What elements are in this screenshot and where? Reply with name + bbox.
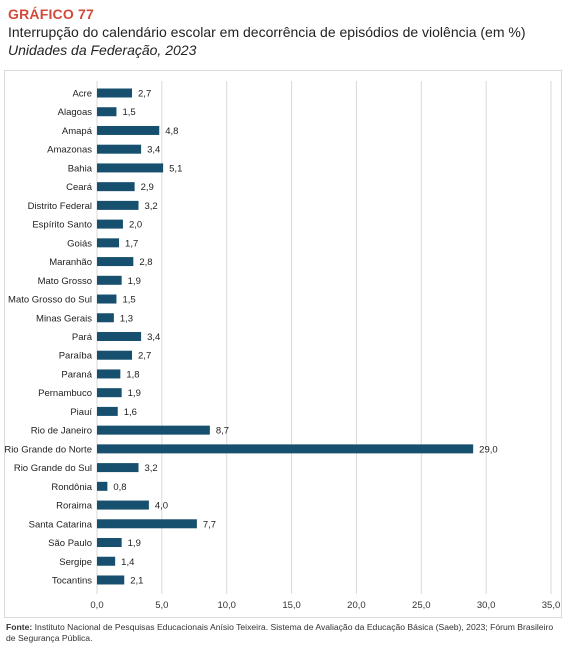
chart-subtitle: Unidades da Federação, 2023	[8, 42, 197, 58]
category-label: Santa Catarina	[29, 519, 93, 530]
bar	[97, 257, 134, 267]
category-label: Amazonas	[47, 145, 92, 156]
category-label: Alagoas	[58, 107, 93, 118]
category-label: Amapá	[62, 126, 93, 137]
category-label: Paraná	[61, 369, 92, 380]
data-label: 1,3	[120, 313, 133, 324]
data-label: 7,7	[203, 519, 216, 530]
source-prefix: Fonte:	[6, 622, 33, 632]
bar	[97, 538, 122, 548]
data-label: 4,0	[155, 501, 168, 512]
category-label: Espírito Santo	[32, 220, 92, 231]
bar	[97, 519, 197, 529]
category-label: Maranhão	[49, 257, 92, 268]
bar-chart: 0,0 5,0 10,0 15,0 20,0 25,0 30,0 35,0 Acre 2,7 Ala…	[5, 81, 561, 611]
category-label: Goiás	[67, 238, 92, 249]
bar	[97, 331, 142, 341]
category-label: São Paulo	[48, 538, 92, 549]
source-note: Fonte: Instituto Nacional de Pesquisas E…	[6, 622, 562, 644]
chart-header: GRÁFICO 77 Interrupção do calendário esc…	[8, 6, 563, 59]
category-label: Sergipe	[59, 557, 92, 568]
bar	[97, 275, 122, 285]
category-label: Piauí	[70, 407, 92, 418]
category-label: Rio Grande do Norte	[5, 444, 92, 455]
data-label: 4,8	[165, 126, 178, 137]
category-label: Pernambuco	[38, 388, 92, 399]
bar	[97, 556, 116, 566]
chart-title: Interrupção do calendário escolar em dec…	[8, 24, 526, 40]
bar	[97, 219, 123, 229]
category-label: Rio Grande do Sul	[14, 463, 92, 474]
x-tick-label: 20,0	[347, 600, 366, 611]
data-label: 1,6	[124, 407, 137, 418]
bar	[97, 107, 117, 117]
bar	[97, 144, 142, 154]
x-tick-label: 30,0	[477, 600, 496, 611]
data-label: 3,4	[147, 145, 160, 156]
bar	[97, 406, 118, 416]
data-label: 2,7	[138, 89, 151, 100]
source-text: Instituto Nacional de Pesquisas Educacio…	[6, 622, 554, 643]
data-label: 2,7	[138, 351, 151, 362]
bar	[97, 481, 108, 491]
category-label: Bahia	[68, 163, 93, 174]
data-label: 0,8	[113, 482, 126, 493]
category-label: Rio de Janeiro	[31, 426, 92, 437]
data-label: 3,2	[145, 463, 158, 474]
data-label: 1,5	[122, 295, 135, 306]
chart-number-label: GRÁFICO 77	[8, 6, 95, 22]
bar	[97, 163, 164, 173]
data-label: 1,9	[128, 538, 141, 549]
data-label: 3,2	[145, 201, 158, 212]
category-label: Minas Gerais	[36, 313, 92, 324]
x-tick-label: 15,0	[282, 600, 301, 611]
category-label: Acre	[72, 89, 92, 100]
category-label: Mato Grosso	[38, 276, 92, 287]
category-label: Ceará	[66, 182, 93, 193]
bar	[97, 575, 125, 585]
category-label: Mato Grosso do Sul	[8, 295, 92, 306]
data-label: 2,0	[129, 220, 142, 231]
data-label: 1,8	[126, 369, 139, 380]
x-tick-label: 5,0	[155, 600, 168, 611]
category-label: Pará	[72, 332, 93, 343]
x-tick-label: 10,0	[217, 600, 236, 611]
bar	[97, 369, 121, 379]
x-tick-label: 0,0	[90, 600, 103, 611]
x-tick-label: 25,0	[412, 600, 431, 611]
x-tick-label: 35,0	[542, 600, 561, 611]
bar	[97, 182, 135, 192]
category-label: Paraíba	[59, 351, 93, 362]
data-label: 1,4	[121, 557, 134, 568]
category-label: Rondônia	[51, 482, 92, 493]
bar	[97, 500, 149, 510]
bar	[97, 88, 133, 98]
bar	[97, 294, 117, 304]
data-label: 5,1	[169, 163, 182, 174]
chart-frame: 0,0 5,0 10,0 15,0 20,0 25,0 30,0 35,0 Acre 2,7 Ala…	[4, 70, 562, 618]
category-label: Tocantins	[52, 575, 92, 586]
category-label: Distrito Federal	[28, 201, 92, 212]
data-label: 1,9	[128, 276, 141, 287]
bar	[97, 350, 133, 360]
bar	[97, 444, 474, 454]
bar	[97, 238, 120, 248]
bar	[97, 388, 122, 398]
data-label: 1,5	[122, 107, 135, 118]
data-label: 1,9	[128, 388, 141, 399]
bar	[97, 425, 210, 435]
data-label: 2,9	[141, 182, 154, 193]
data-label: 2,1	[130, 575, 143, 586]
data-label: 2,8	[139, 257, 152, 268]
bar	[97, 200, 139, 210]
bar	[97, 313, 114, 323]
bar	[97, 125, 160, 135]
data-label: 29,0	[479, 444, 498, 455]
bar	[97, 463, 139, 473]
category-label: Roraima	[56, 501, 93, 512]
data-label: 1,7	[125, 238, 138, 249]
data-label: 8,7	[216, 426, 229, 437]
data-label: 3,4	[147, 332, 160, 343]
